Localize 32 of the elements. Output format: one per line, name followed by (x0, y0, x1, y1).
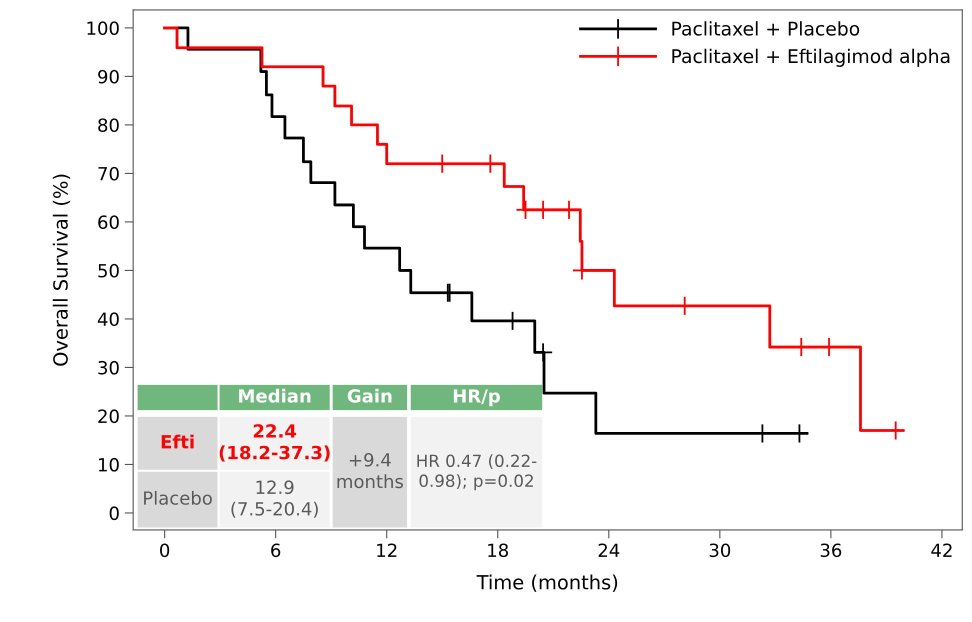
x-tick-label: 12 (377, 543, 396, 557)
annotation: 22.4 (18.2-37.3) (220, 424, 330, 462)
x-tick-label: 30 (710, 543, 730, 558)
annotation: Efti (162, 434, 194, 448)
y-tick-label: 100 (87, 21, 119, 36)
y-tick-label: 70 (98, 166, 119, 181)
legend-label: Paclitaxel + Placebo (672, 21, 860, 36)
y-tick-label: 50 (98, 264, 119, 278)
x-tick-label: 24 (598, 543, 620, 557)
y-axis-title: Overall Survival (%) (52, 174, 70, 366)
y-tick-label: 10 (98, 458, 119, 472)
annotation: Gain (348, 388, 392, 403)
y-tick-label: 80 (98, 118, 119, 132)
y-tick-label: 60 (98, 215, 119, 230)
x-tick-label: 36 (820, 543, 842, 558)
annotation: 12.9 (7.5-20.4) (231, 480, 318, 518)
x-tick-label: 6 (271, 543, 280, 558)
x-tick-label: 0 (160, 543, 170, 558)
y-tick-label: 30 (98, 360, 119, 375)
annotation: HR 0.47 (0.22- 0.98); p=0.02 (417, 454, 536, 490)
x-tick-label: 18 (488, 543, 508, 558)
annotation: Median (239, 388, 310, 403)
legend-label: Paclitaxel + Eftilagimod alpha (672, 48, 950, 67)
y-tick-label: 0 (110, 506, 119, 520)
x-axis-title: Time (months) (476, 574, 618, 592)
x-tick-label: 42 (931, 543, 952, 557)
annotation: HR/p (454, 389, 500, 406)
y-tick-label: 40 (98, 312, 119, 326)
annotation: +9.4 months (338, 453, 403, 488)
y-tick-label: 90 (98, 70, 119, 84)
y-tick-label: 20 (98, 409, 119, 424)
annotation: Placebo (144, 490, 212, 505)
